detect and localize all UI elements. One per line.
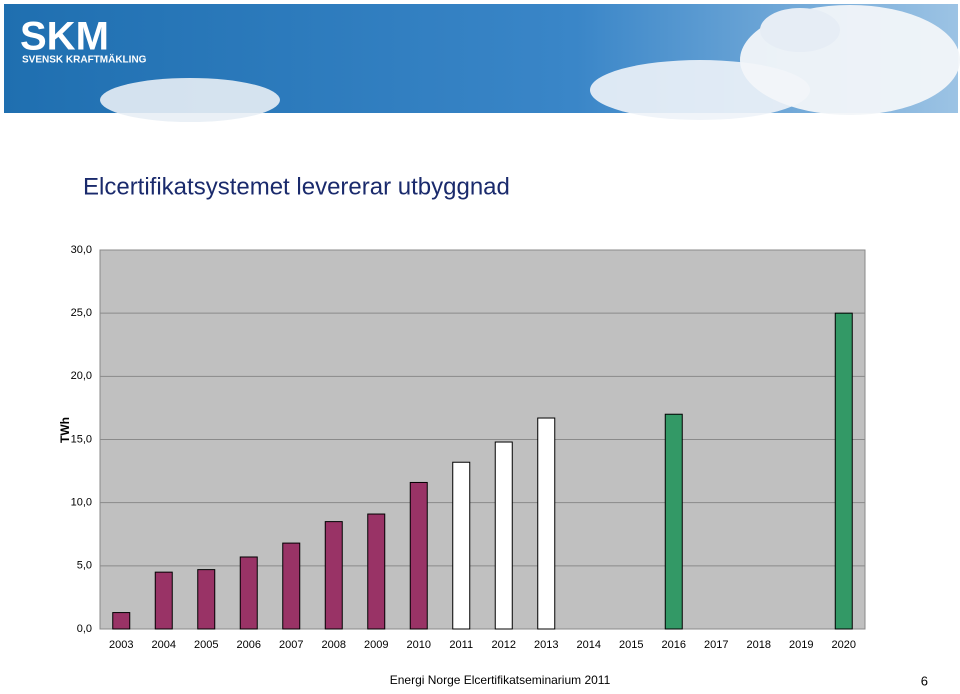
y-axis-label: TWh xyxy=(58,417,72,443)
y-tick-label: 15,0 xyxy=(71,433,92,445)
y-tick-label: 5,0 xyxy=(77,560,92,572)
bar xyxy=(409,481,428,630)
footer-text: Energi Norge Elcertifikatseminarium 2011 xyxy=(390,673,611,687)
bar xyxy=(367,513,386,630)
x-tick-label: 2003 xyxy=(109,639,133,651)
bar xyxy=(452,461,471,630)
x-tick-label: 2018 xyxy=(747,639,771,651)
x-tick-label: 2017 xyxy=(704,639,728,651)
logo-subtitle: SVENSK KRAFTMÄKLING xyxy=(22,53,147,66)
bar xyxy=(537,417,556,630)
logo: SKM xyxy=(20,15,109,59)
bar xyxy=(834,312,853,630)
bar xyxy=(282,542,301,630)
bar xyxy=(197,569,216,630)
chart-title: Elcertifikatsystemet levererar utbyggnad xyxy=(83,173,510,200)
y-tick-label: 10,0 xyxy=(71,497,92,509)
bar xyxy=(324,521,343,630)
y-tick-label: 25,0 xyxy=(71,307,92,319)
bar xyxy=(154,571,173,630)
x-tick-label: 2019 xyxy=(789,639,813,651)
x-tick-label: 2005 xyxy=(194,639,218,651)
y-tick-label: 0,0 xyxy=(77,623,92,635)
bar xyxy=(239,556,258,630)
x-tick-label: 2016 xyxy=(662,639,686,651)
x-tick-label: 2020 xyxy=(832,639,856,651)
x-tick-label: 2007 xyxy=(279,639,303,651)
x-tick-label: 2004 xyxy=(152,639,176,651)
x-tick-label: 2008 xyxy=(322,639,346,651)
header-banner: SKM SVENSK KRAFTMÄKLING xyxy=(4,4,960,122)
bar xyxy=(112,612,131,630)
y-tick-label: 20,0 xyxy=(71,370,92,382)
x-tick-label: 2011 xyxy=(449,639,473,651)
x-tick-label: 2014 xyxy=(577,639,601,651)
bar xyxy=(494,441,513,630)
x-tick-label: 2010 xyxy=(407,639,431,651)
x-tick-label: 2013 xyxy=(534,639,558,651)
x-tick-label: 2006 xyxy=(237,639,261,651)
x-tick-label: 2012 xyxy=(492,639,516,651)
y-tick-label: 30,0 xyxy=(71,244,92,256)
page-number: 6 xyxy=(921,673,928,688)
bar xyxy=(664,413,683,630)
x-tick-label: 2009 xyxy=(364,639,388,651)
x-tick-label: 2015 xyxy=(619,639,643,651)
